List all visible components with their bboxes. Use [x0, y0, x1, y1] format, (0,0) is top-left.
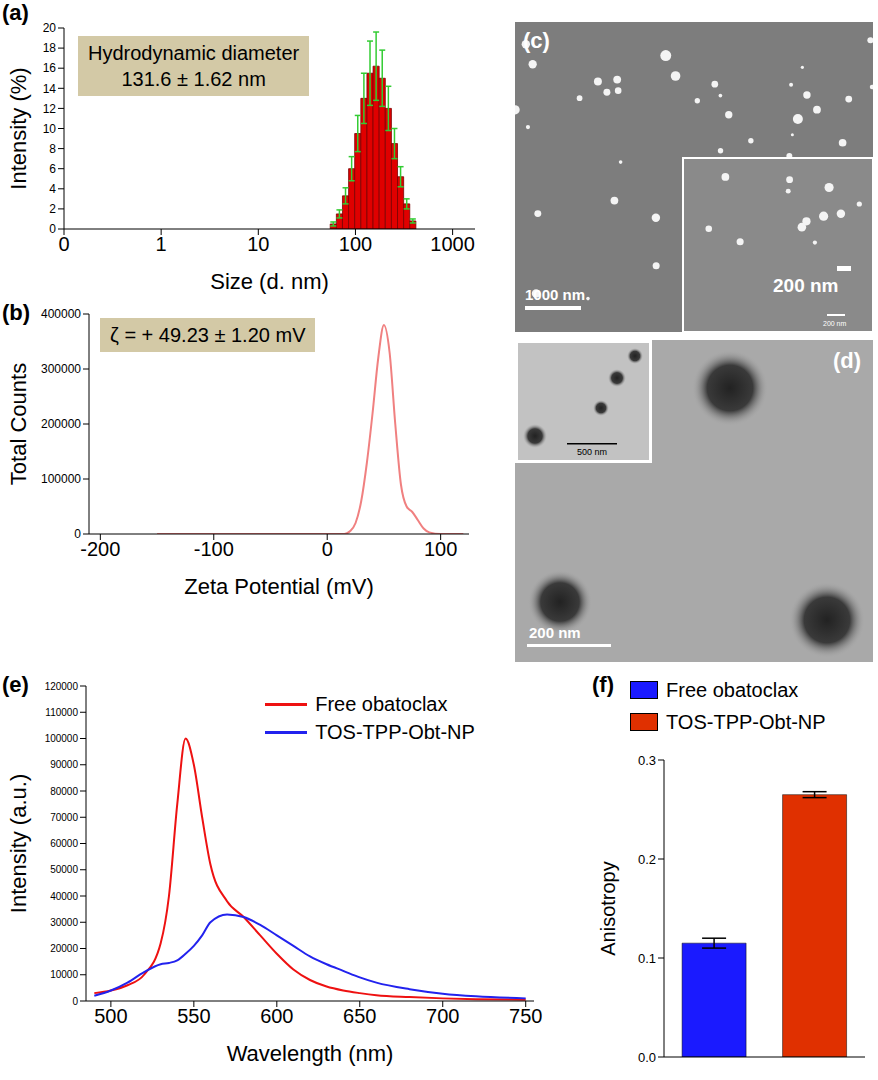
- svg-text:0: 0: [72, 996, 78, 1007]
- svg-text:30000: 30000: [50, 917, 78, 928]
- svg-text:10: 10: [247, 233, 269, 255]
- svg-text:(d): (d): [833, 348, 861, 373]
- svg-text:50000: 50000: [50, 864, 78, 875]
- html-text:TOS-TPP-Obt-NP: TOS-TPP-Obt-NP: [315, 720, 475, 743]
- svg-text:0.3: 0.3: [638, 753, 656, 768]
- svg-text:100000: 100000: [45, 733, 79, 744]
- svg-text:(c): (c): [523, 28, 550, 53]
- svg-text:700: 700: [426, 1005, 459, 1027]
- html-text:(f): (f): [592, 672, 614, 697]
- svg-text:20000: 20000: [50, 943, 78, 954]
- svg-text:Intensity (%): Intensity (%): [6, 67, 31, 189]
- svg-text:200000: 200000: [41, 417, 81, 431]
- svg-text:90000: 90000: [50, 759, 78, 770]
- html-text:(b): (b): [2, 300, 31, 325]
- svg-text:750: 750: [509, 1005, 542, 1027]
- html-text:ζ = + 49.23 ± 1.20 mV: ζ = + 49.23 ± 1.20 mV: [110, 324, 306, 346]
- svg-text:Total Counts: Total Counts: [6, 363, 31, 485]
- svg-text:Intensity (a.u.): Intensity (a.u.): [6, 774, 31, 913]
- svg-text:500 nm: 500 nm: [577, 447, 607, 457]
- svg-text:2: 2: [49, 202, 56, 216]
- svg-text:650: 650: [343, 1005, 376, 1027]
- svg-text:Size (d. nm): Size (d. nm): [210, 269, 329, 294]
- svg-text:20: 20: [43, 21, 57, 35]
- svg-text:60000: 60000: [50, 838, 78, 849]
- svg-text:0.2: 0.2: [638, 852, 656, 867]
- svg-text:-100: -100: [194, 538, 234, 560]
- svg-text:1000 nm: 1000 nm: [525, 286, 585, 303]
- svg-text:18: 18: [43, 41, 57, 55]
- svg-text:600: 600: [260, 1005, 293, 1027]
- svg-text:0: 0: [58, 233, 69, 255]
- svg-text:0: 0: [49, 222, 56, 236]
- svg-text:0: 0: [74, 527, 81, 541]
- svg-text:10000: 10000: [50, 969, 78, 980]
- html-text:(a): (a): [2, 0, 29, 25]
- html-text:(e): (e): [2, 672, 29, 697]
- svg-text:0.0: 0.0: [638, 1050, 656, 1065]
- html-text:Free obatoclax: Free obatoclax: [315, 692, 448, 715]
- svg-text:16: 16: [43, 61, 57, 75]
- svg-text:120000: 120000: [45, 681, 79, 692]
- svg-text:400000: 400000: [41, 307, 81, 321]
- svg-text:550: 550: [177, 1005, 210, 1027]
- svg-text:Zeta Potential (mV): Zeta Potential (mV): [184, 574, 374, 599]
- svg-text:12: 12: [43, 102, 57, 116]
- html-text:131.6 ± 1.62 nm: 131.6 ± 1.62 nm: [121, 68, 266, 90]
- svg-text:0.1: 0.1: [638, 951, 656, 966]
- svg-text:100: 100: [339, 233, 372, 255]
- svg-text:80000: 80000: [50, 786, 78, 797]
- svg-text:110000: 110000: [45, 707, 78, 718]
- svg-text:0: 0: [322, 538, 333, 560]
- html-text:TOS-TPP-Obt-NP: TOS-TPP-Obt-NP: [666, 710, 826, 733]
- svg-text:100000: 100000: [41, 472, 81, 486]
- svg-text:Wavelength (nm): Wavelength (nm): [227, 1041, 394, 1066]
- svg-text:200 nm: 200 nm: [529, 624, 581, 641]
- svg-text:300000: 300000: [41, 362, 81, 376]
- svg-text:1: 1: [156, 233, 167, 255]
- svg-text:70000: 70000: [50, 812, 78, 823]
- svg-text:14: 14: [43, 82, 57, 96]
- svg-text:8: 8: [49, 142, 56, 156]
- svg-text:40000: 40000: [50, 891, 78, 902]
- svg-text:6: 6: [49, 162, 56, 176]
- svg-text:100: 100: [424, 538, 457, 560]
- svg-text:200 nm: 200 nm: [773, 275, 838, 296]
- svg-text:10: 10: [43, 122, 57, 136]
- svg-text:200 nm: 200 nm: [823, 320, 847, 327]
- html-text:Free obatoclax: Free obatoclax: [666, 678, 799, 701]
- svg-text:500: 500: [94, 1005, 127, 1027]
- svg-text:4: 4: [49, 182, 56, 196]
- svg-text:Anisotropy: Anisotropy: [597, 861, 619, 956]
- svg-text:-200: -200: [80, 538, 120, 560]
- svg-text:1000: 1000: [430, 233, 475, 255]
- html-text:Hydrodynamic diameter: Hydrodynamic diameter: [88, 42, 300, 64]
